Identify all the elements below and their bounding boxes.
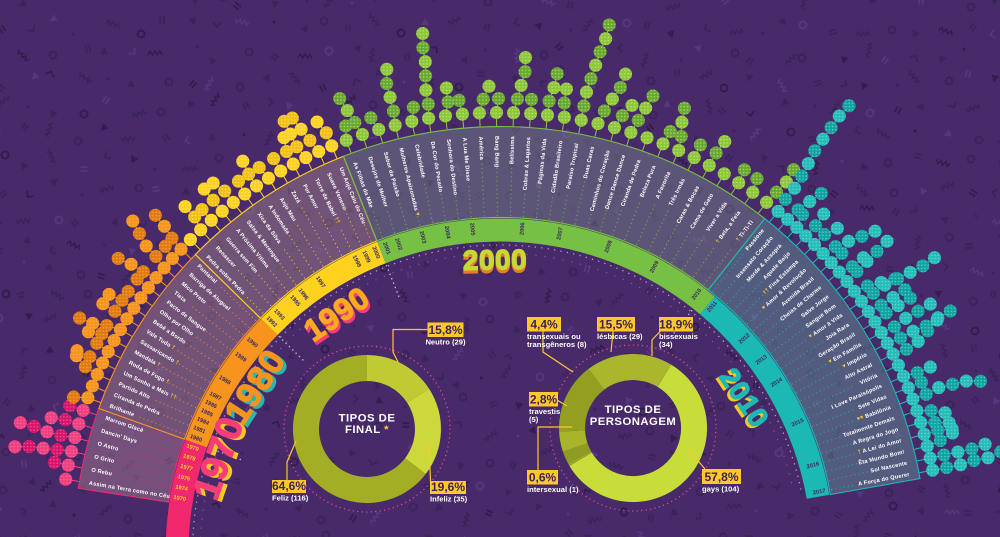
svg-text:(5): (5) [529, 415, 539, 424]
svg-text:Páginas da Vida: Páginas da Vida [538, 137, 549, 184]
svg-text:2000: 2000 [463, 247, 528, 279]
svg-text:2000: 2000 [370, 246, 380, 260]
svg-text:1975: 1975 [177, 474, 191, 483]
svg-text:1984: 1984 [196, 416, 211, 427]
svg-text:travestis: travestis [529, 407, 560, 416]
svg-text:gays (104): gays (104) [702, 485, 740, 494]
svg-text:15,5%: 15,5% [599, 318, 633, 332]
svg-text:1978: 1978 [182, 453, 196, 462]
svg-text:57,8%: 57,8% [704, 470, 738, 484]
svg-text:18,9%: 18,9% [659, 318, 693, 332]
svg-text:bissexuais: bissexuais [659, 332, 698, 341]
svg-text:2009: 2009 [649, 260, 660, 274]
svg-text:4,4%: 4,4% [530, 318, 558, 332]
svg-text:1977: 1977 [179, 464, 193, 473]
svg-text:1979: 1979 [185, 443, 199, 453]
svg-text:Cobras & Lagartos: Cobras & Lagartos [523, 137, 533, 191]
svg-text:O Rebu: O Rebu [91, 467, 113, 477]
svg-text:Belíssima: Belíssima [509, 135, 516, 164]
svg-text:2008: 2008 [604, 240, 614, 254]
svg-text:15,8%: 15,8% [428, 323, 462, 337]
svg-text:transexuais ou: transexuais ou [527, 332, 581, 341]
svg-text:2001: 2001 [381, 242, 391, 256]
svg-text:1988: 1988 [217, 375, 231, 387]
svg-text:TIPOS DE: TIPOS DE [339, 413, 396, 425]
svg-text:PERSONAGEM: PERSONAGEM [590, 416, 677, 428]
svg-text:A Lua Me Disse: A Lua Me Disse [461, 137, 471, 181]
svg-text:(34): (34) [659, 340, 673, 349]
svg-text:2000: 2000 [463, 244, 528, 276]
svg-text:Feliz (116): Feliz (116) [272, 494, 309, 503]
svg-text:2006: 2006 [520, 222, 527, 235]
svg-text:1974: 1974 [175, 484, 189, 493]
svg-text:América: América [477, 136, 484, 160]
svg-text:1998: 1998 [351, 255, 362, 269]
svg-text:O Astro: O Astro [97, 441, 120, 453]
svg-text:2002: 2002 [393, 238, 403, 252]
svg-text:2003: 2003 [418, 231, 427, 245]
svg-text:0,6%: 0,6% [529, 471, 557, 485]
svg-text:2015: 2015 [791, 418, 805, 429]
svg-text:2005: 2005 [468, 223, 475, 236]
svg-text:TIPOS DE: TIPOS DE [605, 404, 662, 416]
svg-text:1981: 1981 [192, 425, 206, 435]
svg-text:2004: 2004 [443, 226, 451, 240]
svg-text:1985: 1985 [200, 408, 214, 419]
svg-text:64,6%: 64,6% [272, 479, 306, 493]
svg-text:Infeliz (35): Infeliz (35) [430, 495, 468, 504]
svg-text:Neutro (29): Neutro (29) [425, 338, 466, 347]
svg-text:1970: 1970 [173, 495, 186, 503]
svg-text:19,6%: 19,6% [431, 480, 465, 494]
svg-text:2007: 2007 [556, 227, 564, 241]
svg-text:FINAL *: FINAL * [345, 424, 389, 436]
svg-text:lésbicas (29): lésbicas (29) [597, 332, 643, 341]
svg-text:1999: 1999 [360, 250, 371, 264]
svg-text:2,8%: 2,8% [530, 393, 558, 407]
svg-text:2016: 2016 [806, 461, 820, 470]
svg-text:2017: 2017 [813, 488, 827, 496]
svg-text:intersexual (1): intersexual (1) [527, 485, 579, 494]
svg-text:transgêneros (8): transgêneros (8) [527, 340, 587, 349]
svg-text:Bang Bang: Bang Bang [493, 136, 499, 168]
svg-text:1987: 1987 [208, 391, 222, 402]
svg-text:1980: 1980 [189, 434, 203, 444]
svg-text:O Grito: O Grito [93, 454, 115, 465]
svg-text:1986: 1986 [204, 399, 218, 410]
